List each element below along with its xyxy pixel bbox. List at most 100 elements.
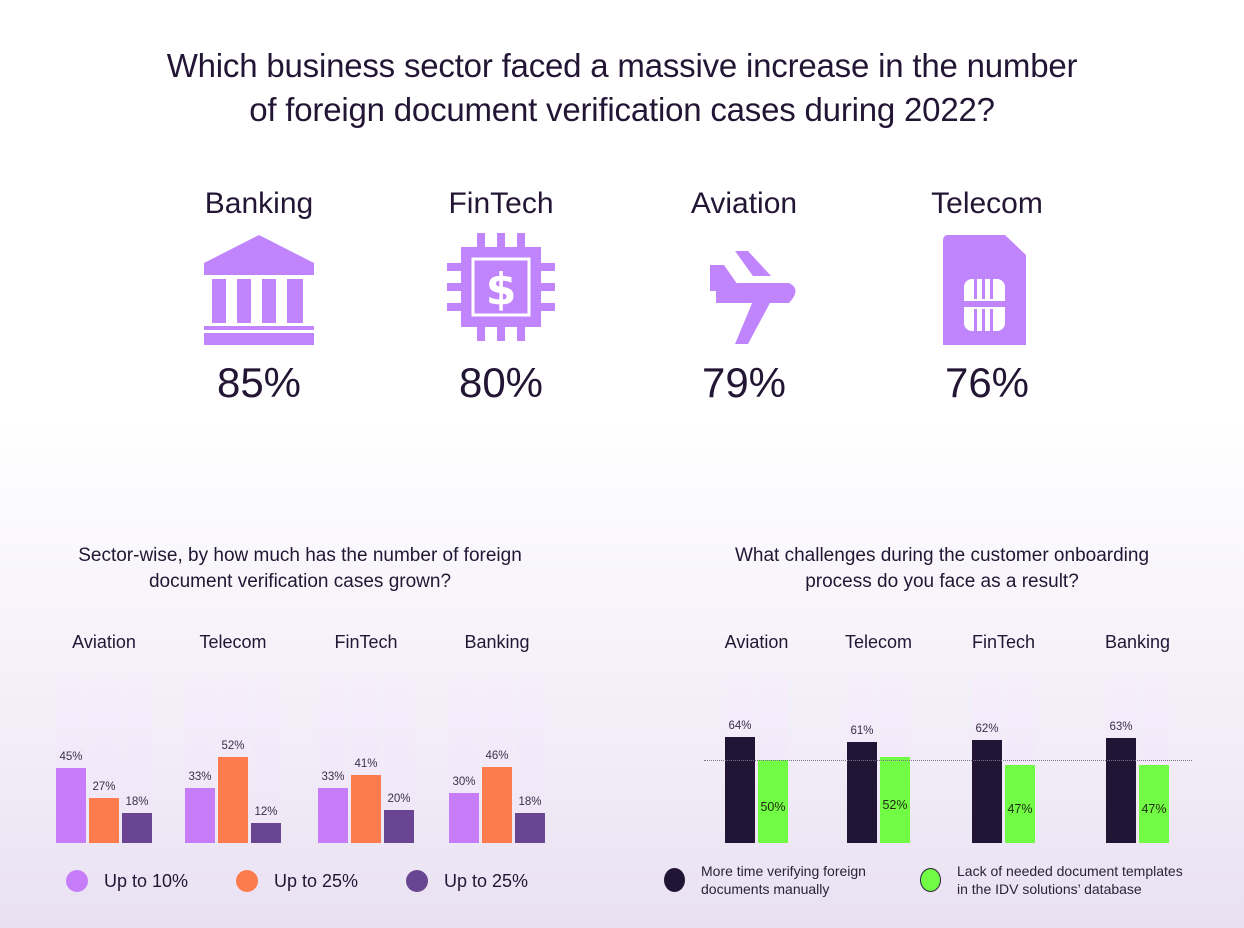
- bar: [725, 737, 755, 843]
- sector-value: 85%: [216, 359, 302, 406]
- group-label: FinTech: [334, 632, 398, 652]
- bar-value-label: 63%: [1109, 721, 1133, 733]
- group-label: Banking: [464, 632, 530, 652]
- bar-track: 33%: [185, 677, 215, 843]
- sector-card-fintech: FinTech $ 80%: [421, 186, 581, 408]
- legend-label: More time verifying foreign documents ma…: [701, 862, 866, 898]
- bar-value-label: 18%: [125, 796, 149, 808]
- bar: [482, 767, 512, 843]
- bar-track: 12%: [251, 677, 281, 843]
- left-chart-title-line2: document verification cases grown?: [148, 571, 452, 592]
- group-label: Aviation: [72, 632, 136, 652]
- bar-track: 52%: [218, 677, 248, 843]
- right-chart-title: What challenges during the customer onbo…: [642, 543, 1242, 595]
- main-title: Which business sector faced a massive in…: [0, 44, 1244, 132]
- bar-value-label: 27%: [92, 781, 116, 793]
- bar: [384, 810, 414, 843]
- bar-track: 18%: [122, 677, 152, 843]
- bar-value-label: 45%: [59, 751, 83, 763]
- bar: [318, 788, 348, 843]
- bar-value-label: 50%: [760, 799, 786, 814]
- sector-card-telecom: Telecom 76%: [907, 186, 1067, 408]
- bar-value-label: 33%: [321, 771, 345, 783]
- bar: [251, 823, 281, 843]
- left-chart-legend: Up to 10% Up to 25% Up to 25%: [66, 870, 576, 892]
- legend-label: Up to 10%: [104, 870, 189, 891]
- legend-item: Lack of needed document templates in the…: [920, 862, 1183, 898]
- bar-value-label: 46%: [485, 750, 509, 762]
- chip-dollar-icon: $: [421, 222, 581, 352]
- legend-dot-light-purple: [66, 870, 88, 892]
- sector-value: 79%: [701, 359, 787, 406]
- right-chart-legend: More time verifying foreign documents ma…: [664, 862, 1183, 898]
- bar: [449, 793, 479, 843]
- sector-card-banking: Banking 85%: [179, 186, 339, 408]
- legend-label-line1: Lack of needed document templates: [957, 863, 1183, 879]
- legend-label: Lack of needed document templates in the…: [957, 862, 1183, 898]
- left-chart-title-line1: Sector-wise, by how much has the number …: [78, 545, 522, 566]
- bar: [56, 768, 86, 843]
- legend-label-line2: in the IDV solutions’ database: [957, 881, 1142, 897]
- bar-value-label: 47%: [1007, 802, 1033, 816]
- bar: [122, 813, 152, 843]
- bar: [185, 788, 215, 843]
- reference-line-50: [704, 760, 1192, 761]
- bar-value-label: 61%: [850, 725, 874, 737]
- bar-value-label: 41%: [354, 758, 378, 770]
- legend-dot-green: [920, 868, 941, 892]
- bar-value-label: 62%: [975, 723, 999, 735]
- sector-name: Banking: [204, 187, 314, 220]
- group-label: Aviation: [724, 632, 789, 652]
- bar-track: 20%: [384, 677, 414, 843]
- bar: [89, 798, 119, 843]
- group-label: FinTech: [971, 632, 1036, 652]
- bar-value-label: 20%: [387, 793, 411, 805]
- bar-track: 30%: [449, 677, 479, 843]
- bar: [847, 742, 877, 843]
- left-chart-title: Sector-wise, by how much has the number …: [0, 543, 600, 595]
- bar-value-label: 47%: [1141, 802, 1167, 816]
- legend-item: Up to 25%: [406, 870, 576, 892]
- bar: [880, 757, 910, 843]
- bar-value-label: 12%: [254, 806, 278, 818]
- legend-item: Up to 10%: [66, 870, 236, 892]
- sector-value: 80%: [458, 359, 544, 406]
- bar: [515, 813, 545, 843]
- right-chart-title-line2: process do you face as a result?: [805, 571, 1079, 592]
- bar: [1106, 738, 1136, 843]
- legend-label: Up to 25%: [444, 870, 529, 891]
- main-title-line2: of foreign document verification cases d…: [249, 91, 995, 128]
- bar-track: 27%: [89, 677, 119, 843]
- group-label: Telecom: [844, 632, 913, 652]
- bar-track: 33%: [318, 677, 348, 843]
- legend-item: More time verifying foreign documents ma…: [664, 862, 920, 898]
- bar-value-label: 52%: [882, 798, 908, 812]
- bar-track: 45%: [56, 677, 86, 843]
- sector-name: FinTech: [448, 187, 554, 220]
- bar: [351, 775, 381, 843]
- group-label: Telecom: [199, 632, 267, 652]
- bar: [758, 760, 788, 843]
- sector-card-aviation: Aviation 79%: [664, 186, 824, 408]
- bar-value-label: 33%: [188, 771, 212, 783]
- bar-track: 46%: [482, 677, 512, 843]
- bar: [1139, 765, 1169, 843]
- legend-label-line1: More time verifying foreign: [701, 863, 866, 879]
- bank-icon: [179, 222, 339, 352]
- sector-value: 76%: [944, 359, 1030, 406]
- airplane-icon: [664, 222, 824, 352]
- right-chart-title-line1: What challenges during the customer onbo…: [734, 545, 1150, 566]
- sim-card-icon: [907, 222, 1067, 352]
- bar-value-label: 52%: [221, 740, 245, 752]
- legend-dot-dark-purple: [406, 870, 428, 892]
- bar-track: 41%: [351, 677, 381, 843]
- main-title-line1: Which business sector faced a massive in…: [166, 47, 1078, 84]
- legend-label: Up to 25%: [274, 870, 359, 891]
- legend-item: Up to 25%: [236, 870, 406, 892]
- bar-track: 18%: [515, 677, 545, 843]
- sector-name: Telecom: [931, 187, 1043, 220]
- legend-label-line2: documents manually: [701, 881, 830, 897]
- legend-dot-navy: [664, 868, 685, 892]
- group-label: Banking: [1104, 632, 1171, 652]
- bar: [972, 740, 1002, 843]
